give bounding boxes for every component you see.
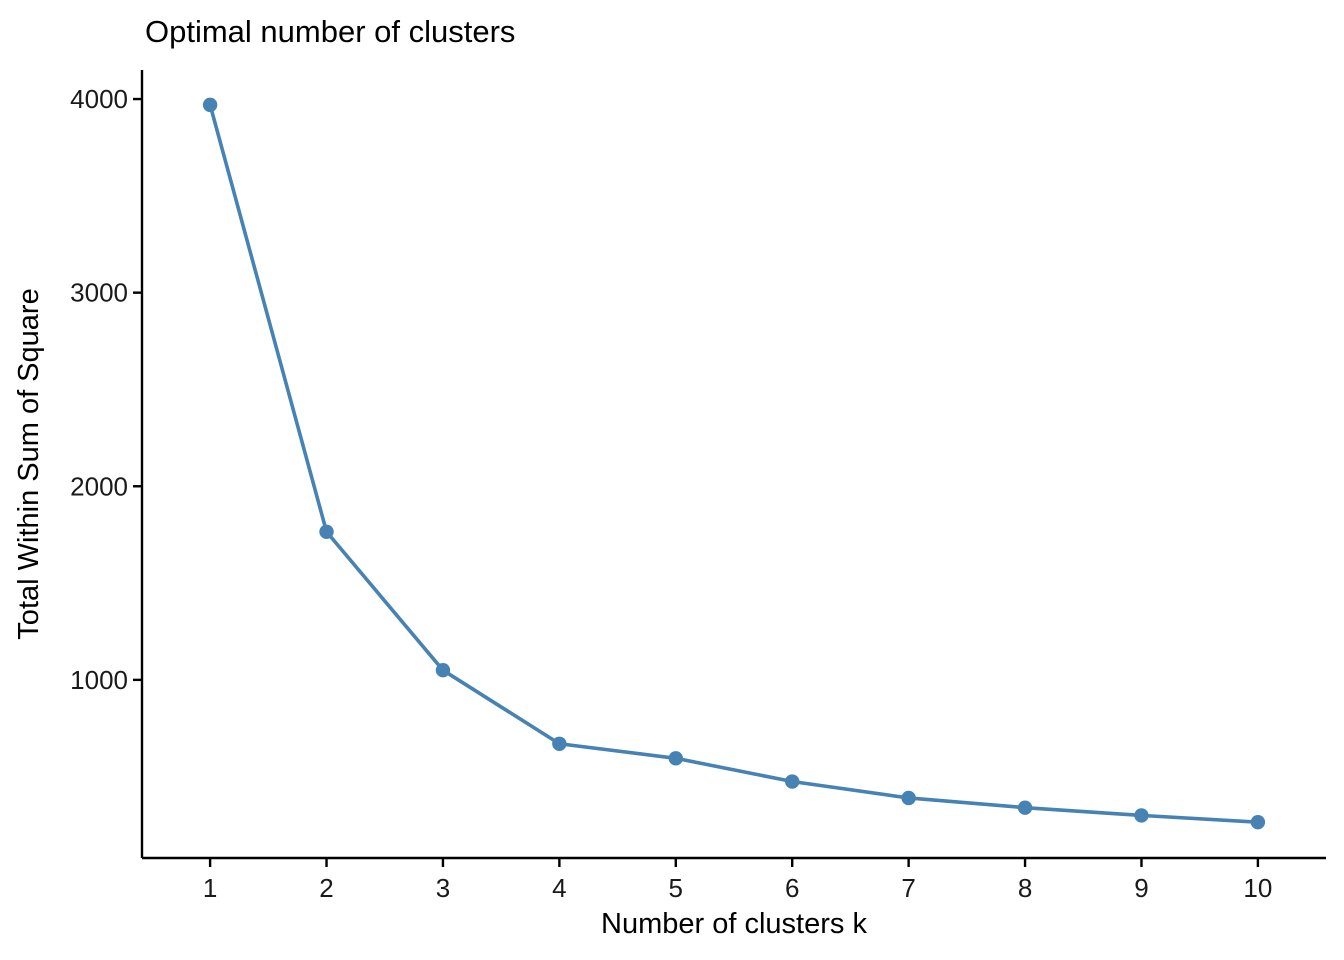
x-tick-label: 3: [436, 873, 450, 903]
y-tick-label: 3000: [70, 278, 128, 308]
x-tick-label: 2: [319, 873, 333, 903]
data-point-k3: [435, 662, 451, 678]
data-point-k9: [1134, 808, 1149, 823]
y-axis-title: Total Within Sum of Square: [13, 288, 45, 639]
series-layer: [202, 97, 1266, 830]
data-point-k2: [319, 524, 334, 539]
data-point-k7: [901, 790, 916, 806]
x-tick-label: 10: [1243, 873, 1272, 903]
data-point-k10: [1250, 814, 1266, 830]
chart-title: Optimal number of clusters: [145, 14, 515, 49]
x-tick-label: 9: [1134, 873, 1148, 903]
axes-layer: [140, 70, 1326, 860]
data-point-k1: [202, 97, 218, 113]
x-tick-label: 1: [203, 873, 217, 903]
y-tick-label: 2000: [70, 471, 128, 501]
y-tick-label: 4000: [70, 84, 128, 114]
data-point-k4: [552, 736, 567, 751]
data-point-k5: [668, 751, 683, 766]
x-axis-title: Number of clusters k: [601, 908, 867, 940]
x-tick-label: 5: [669, 873, 683, 903]
x-tick-label: 6: [785, 873, 799, 903]
ticks-layer: 1000 2000 3000 4000 1 2 3 4 5 6 7 8 9 10: [70, 84, 1272, 903]
x-tick-label: 8: [1018, 873, 1032, 903]
data-point-k8: [1017, 800, 1033, 815]
data-point-k6: [785, 774, 800, 789]
y-tick-label: 1000: [70, 665, 128, 695]
x-tick-label: 4: [552, 873, 566, 903]
wss-line: [208, 103, 1260, 824]
x-tick-label: 7: [901, 873, 915, 903]
